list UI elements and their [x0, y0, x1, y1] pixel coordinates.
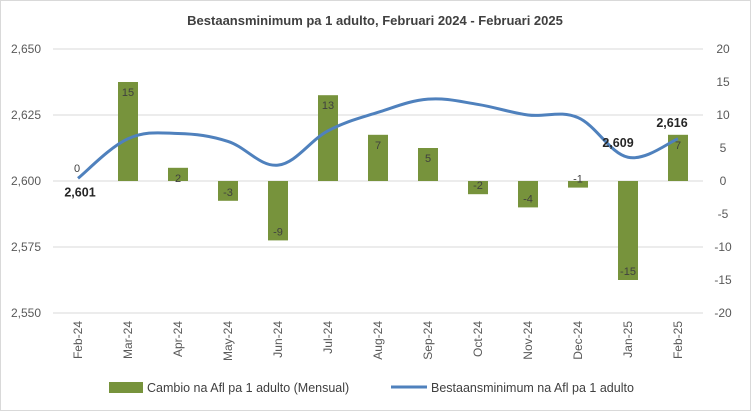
- right-axis-tick-label: 0: [720, 174, 727, 188]
- bar: [518, 181, 538, 208]
- x-axis-tick-label: Feb-25: [671, 321, 685, 359]
- bar-data-label: 0: [74, 163, 80, 175]
- bar-data-label: -2: [473, 180, 483, 192]
- right-axis-tick-label: -5: [718, 207, 729, 221]
- x-axis-tick-label: Mar-24: [121, 321, 135, 359]
- left-axis-tick-label: 2,650: [11, 42, 41, 56]
- left-axis-ticks: 2,650 2,625 2,600 2,575 2,550: [11, 42, 41, 320]
- bar: [568, 181, 588, 188]
- bar-series: [118, 82, 688, 280]
- x-axis-tick-label: Feb-24: [71, 321, 85, 359]
- bar: [118, 82, 138, 181]
- right-axis-tick-label: -15: [714, 273, 732, 287]
- bar: [168, 167, 188, 181]
- bar: [418, 148, 438, 181]
- x-axis-tick-label: Dec-24: [571, 321, 585, 360]
- left-axis-tick-label: 2,550: [11, 306, 41, 320]
- bar: [468, 181, 488, 195]
- bar-data-label: 2: [175, 173, 181, 185]
- bar-data-label: 15: [122, 87, 134, 99]
- legend-label-bar: Cambio na Afl pa 1 adulto (Mensual): [147, 381, 349, 395]
- line-point-label: 2,616: [656, 116, 687, 130]
- chart-title: Bestaansminimum pa 1 adulto, Februari 20…: [187, 13, 563, 28]
- right-axis-tick-label: 5: [720, 141, 727, 155]
- legend: Cambio na Afl pa 1 adulto (Mensual) Best…: [109, 381, 634, 395]
- right-axis-tick-label: -10: [714, 240, 732, 254]
- bar-data-label: -4: [523, 193, 533, 205]
- bar: [268, 181, 288, 241]
- bar-data-label: 7: [675, 140, 681, 152]
- line-path: [77, 97, 679, 180]
- bar: [668, 134, 688, 181]
- x-axis-tick-label: Jul-24: [321, 321, 335, 354]
- x-axis-tick-label: Oct-24: [471, 321, 485, 357]
- bar-data-labels: 0 15 2 -3 -9 13 7 5 -2 -4 -1 -15 7: [74, 87, 681, 278]
- bar: [368, 134, 388, 181]
- bar: [318, 95, 338, 181]
- x-axis-ticks: Feb-24 Mar-24 Apr-24 May-24 Jun-24 Jul-24 Aug-…: [71, 321, 685, 361]
- right-axis-tick-label: 20: [716, 42, 730, 56]
- line-point-label: 2,609: [602, 136, 633, 150]
- bar-data-label: 13: [322, 100, 334, 112]
- legend-label-line: Bestaansminimum na Afl pa 1 adulto: [431, 381, 634, 395]
- bar: [618, 181, 638, 280]
- line-series: [77, 97, 679, 180]
- bar-data-label: -9: [273, 226, 283, 238]
- x-axis-tick-label: Jun-24: [271, 321, 285, 358]
- line-point-label: 2,601: [64, 185, 95, 199]
- right-axis-tick-label: -20: [714, 306, 732, 320]
- bar-data-label: 7: [375, 140, 381, 152]
- line-point-labels: 2,601 2,609 2,616: [64, 116, 687, 200]
- x-axis-tick-label: Sep-24: [421, 321, 435, 360]
- bar-data-label: -15: [620, 266, 636, 278]
- bar-data-label: 5: [425, 153, 431, 165]
- bar: [218, 181, 238, 201]
- left-axis-tick-label: 2,600: [11, 174, 41, 188]
- x-axis-tick-label: May-24: [221, 321, 235, 361]
- bar-data-label: -3: [223, 187, 233, 199]
- x-axis-tick-label: Jan-25: [621, 321, 635, 358]
- left-axis-tick-label: 2,575: [11, 240, 41, 254]
- x-axis-tick-label: Nov-24: [521, 321, 535, 360]
- x-axis-tick-label: Apr-24: [171, 321, 185, 357]
- bar-data-label: -1: [573, 174, 583, 186]
- right-axis-tick-label: 10: [716, 108, 730, 122]
- x-axis-tick-label: Aug-24: [371, 321, 385, 360]
- right-axis-tick-label: 15: [716, 75, 730, 89]
- legend-swatch-bar: [109, 382, 143, 393]
- right-axis-ticks: 20 15 10 5 0 -5 -10 -15 -20: [714, 42, 732, 320]
- left-axis-tick-label: 2,625: [11, 108, 41, 122]
